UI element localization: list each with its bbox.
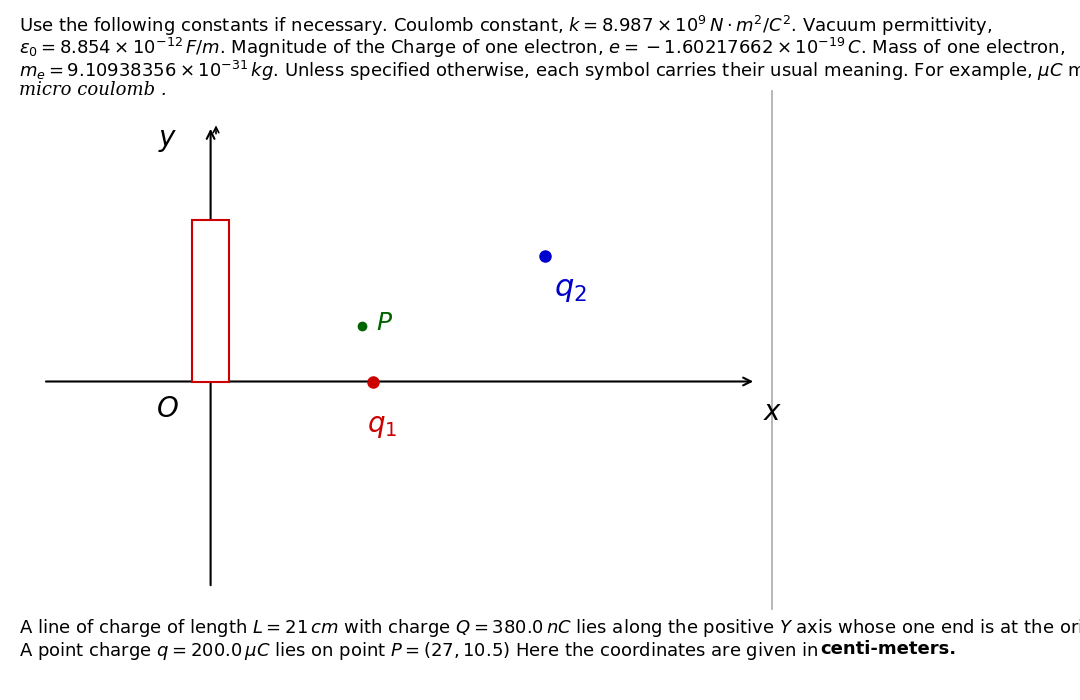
Text: micro coulomb .: micro coulomb . [19,81,167,99]
Text: $\mathit{y}$: $\mathit{y}$ [158,127,177,153]
Text: $O$: $O$ [156,396,179,423]
Text: centi-meters.: centi-meters. [820,640,956,658]
Bar [192,220,229,382]
Text: $q_2$: $q_2$ [554,273,586,304]
Text: $q_1$: $q_1$ [367,413,397,440]
Text: $m_e = 9.10938356 \times 10^{-31}\, kg$. Unless specified otherwise, each symbol: $m_e = 9.10938356 \times 10^{-31}\, kg$.… [19,59,1080,83]
Text: A point charge $q = 200.0\, \mu C$ lies on point $P = (27, 10.5)$ Here the coord: A point charge $q = 200.0\, \mu C$ lies … [19,640,820,662]
Text: Use the following constants if necessary. Coulomb constant, $k = 8.987 \times 10: Use the following constants if necessary… [19,14,993,38]
Text: A line of charge of length $L = 21\, cm$ with charge $Q = 380.0\, nC$ lies along: A line of charge of length $L = 21\, cm$… [19,617,1080,639]
Text: A point charge $q = 200.0\, \mu C$ lies on point $P = (27, 10.5)$ Here the coord: A point charge $q = 200.0\, \mu C$ lies … [19,640,820,662]
Text: $\epsilon_0 = 8.854 \times 10^{-12}\, F/m$. Magnitude of the Charge of one elect: $\epsilon_0 = 8.854 \times 10^{-12}\, F/… [19,36,1066,60]
Text: $\mathit{x}$: $\mathit{x}$ [762,400,782,426]
Text: $P$: $P$ [376,312,393,335]
